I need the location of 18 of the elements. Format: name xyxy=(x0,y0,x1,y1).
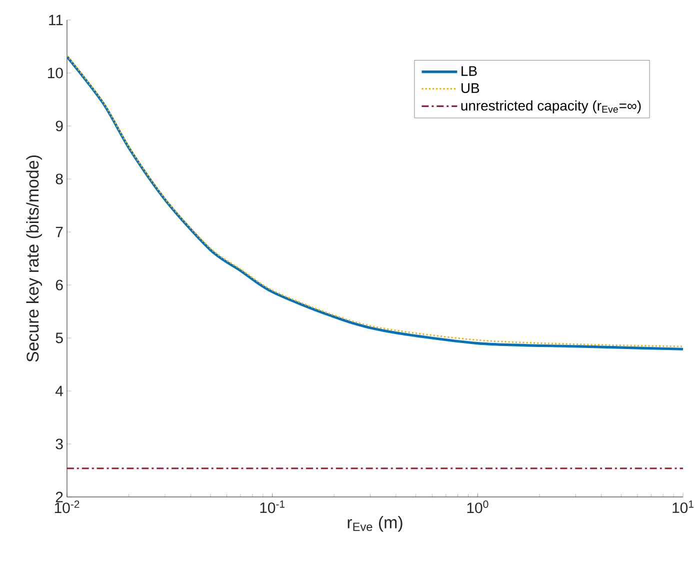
y-tick-label: 5 xyxy=(56,332,63,344)
y-tick-label: 4 xyxy=(56,386,64,396)
legend-label: LB xyxy=(462,66,477,76)
y-tick-label: 2 xyxy=(56,492,63,502)
legend-label: UB xyxy=(462,83,480,94)
x-tick-label: 10$^{-1}$ xyxy=(260,500,285,514)
y-tick-label: 11 xyxy=(49,14,63,26)
x-axis-title: r$_{Eve}$ (m) xyxy=(348,516,402,532)
y-tick-label: 10 xyxy=(48,68,63,78)
y-tick-label: 3 xyxy=(56,438,63,450)
y-tick-label: 8 xyxy=(56,174,63,184)
y-tick-label: 7 xyxy=(56,226,63,238)
legend-label: unrestricted capacity (r$_{Eve}$=∞) xyxy=(461,100,641,114)
y-tick-label: 9 xyxy=(56,120,63,132)
y-tick-label: 6 xyxy=(56,280,63,290)
y-axis-title: Secure key rate (bits/mode) xyxy=(26,156,42,362)
x-tick-label: 10$^{1}$ xyxy=(672,500,694,514)
x-tick-label: 10$^{0}$ xyxy=(467,500,488,514)
